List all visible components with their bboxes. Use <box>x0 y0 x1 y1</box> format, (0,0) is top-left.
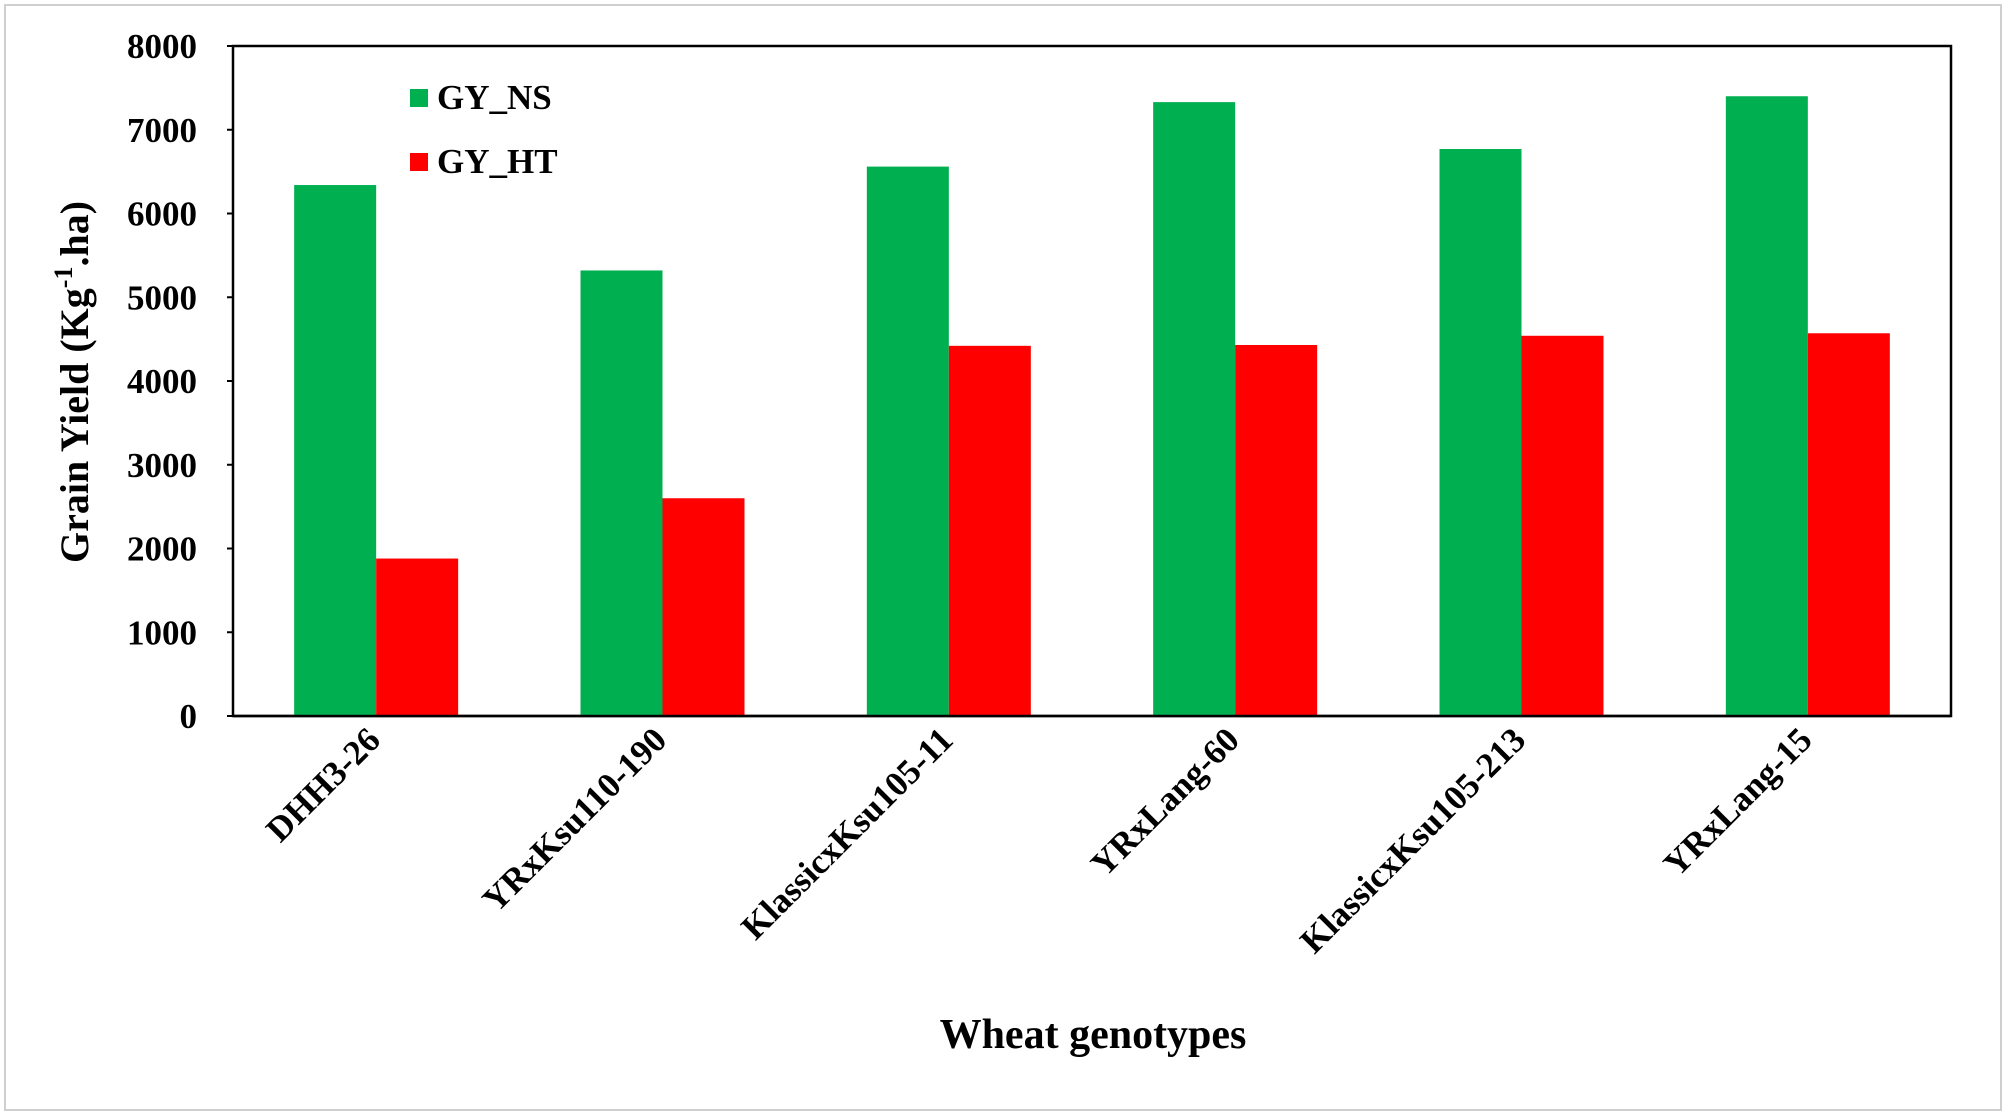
x-category-label: YRxLang-15 <box>1656 720 1820 884</box>
x-category-label: KlassicxKsu105-213 <box>1292 720 1533 961</box>
bar-gy-ht-dhh3-26 <box>376 558 459 716</box>
bar-gy-ns-yrxlang-15 <box>1725 96 1808 716</box>
bar-gy-ht-klassicxksu105-213 <box>1521 335 1604 716</box>
bar-gy-ht-yrxksu110-190 <box>662 498 745 716</box>
legend-swatch-gy-ht <box>410 153 428 171</box>
y-tick-label: 5000 <box>127 278 197 317</box>
legend-label-gy-ns: GY_NS <box>437 78 552 117</box>
y-tick-label: 0 <box>180 697 198 736</box>
y-tick-label: 6000 <box>127 195 197 234</box>
bar-gy-ns-dhh3-26 <box>294 185 377 716</box>
y-tick-label: 1000 <box>127 613 197 652</box>
x-category-label: KlassicxKsu105-11 <box>734 720 961 947</box>
bar-gy-ns-klassicxksu105-213 <box>1439 149 1522 716</box>
bar-gy-ns-klassicxksu105-11 <box>866 166 949 717</box>
legend-label-gy-ht: GY_HT <box>437 142 558 181</box>
x-category-label: YRxKsu110-190 <box>475 720 674 919</box>
x-category-label: DHH3-26 <box>259 720 388 849</box>
y-tick-label: 3000 <box>127 446 197 485</box>
y-axis-label-end: .ha) <box>52 201 97 267</box>
bar-gy-ht-yrxlang-60 <box>1235 344 1318 716</box>
y-tick-label: 4000 <box>127 362 197 401</box>
y-axis-label-main: Grain Yield (Kg <box>52 288 97 563</box>
plot-area <box>231 44 1953 718</box>
x-category-label: YRxLang-60 <box>1083 720 1247 884</box>
bar-gy-ht-yrxlang-15 <box>1807 333 1890 716</box>
bar-gy-ht-klassicxksu105-11 <box>948 345 1031 716</box>
bar-gy-ns-yrxlang-60 <box>1153 102 1236 717</box>
legend-swatch-gy-ns <box>410 89 428 107</box>
bar-gy-ns-yrxksu110-190 <box>580 270 663 716</box>
y-tick-label: 8000 <box>127 27 197 66</box>
y-tick-label: 2000 <box>127 530 197 569</box>
y-tick-label: 7000 <box>127 111 197 150</box>
y-axis-label-superscript: -1 <box>49 267 78 289</box>
x-axis-label: Wheat genotypes <box>940 1012 1247 1058</box>
y-axis-label: Grain Yield (Kg-1.ha) <box>49 201 97 563</box>
